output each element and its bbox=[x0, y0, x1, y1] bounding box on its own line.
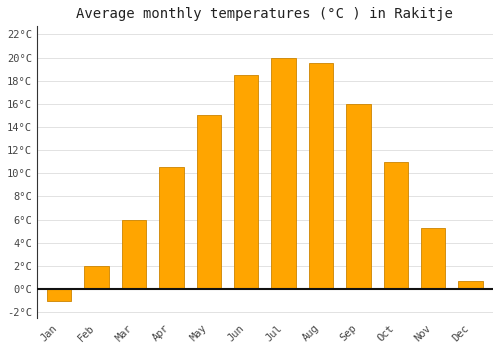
Bar bbox=[458, 281, 483, 289]
Bar bbox=[421, 228, 446, 289]
Title: Average monthly temperatures (°C ) in Rakitje: Average monthly temperatures (°C ) in Ra… bbox=[76, 7, 454, 21]
Bar bbox=[196, 116, 221, 289]
Bar bbox=[346, 104, 370, 289]
Bar bbox=[122, 219, 146, 289]
Bar bbox=[309, 63, 333, 289]
Bar bbox=[384, 162, 408, 289]
Bar bbox=[234, 75, 258, 289]
Bar bbox=[272, 57, 296, 289]
Bar bbox=[160, 167, 184, 289]
Bar bbox=[47, 289, 72, 301]
Bar bbox=[84, 266, 109, 289]
